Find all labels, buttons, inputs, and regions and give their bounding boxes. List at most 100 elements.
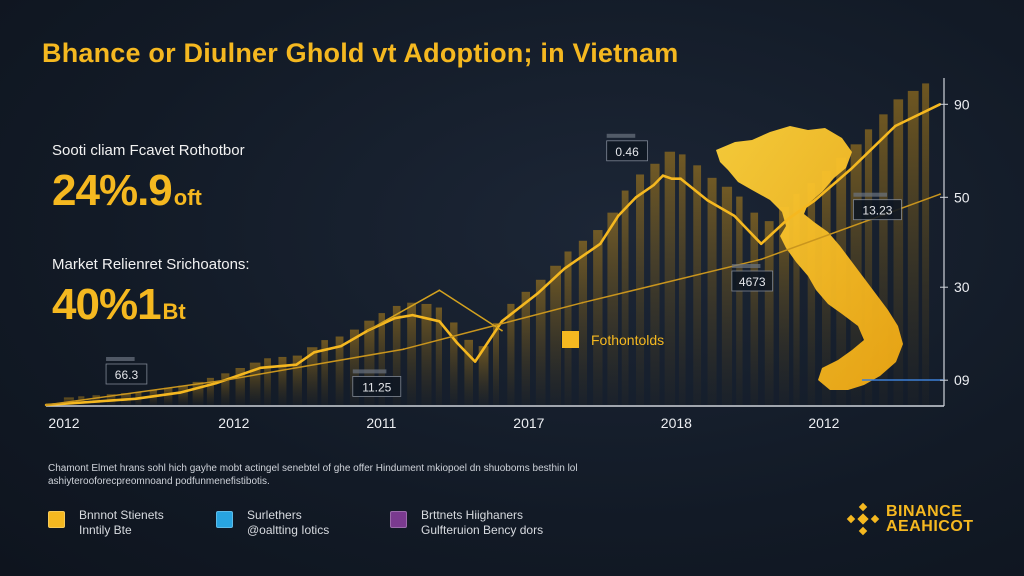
legend-item-2: Surlethers @oaltting Iotics [216, 508, 329, 538]
series-1-point [661, 174, 665, 177]
series-1-point [411, 313, 414, 317]
chart-title: Bhance or Diulner Ghold vt Adoption; in … [42, 38, 679, 68]
series-1-point [599, 242, 602, 245]
series-1-point [89, 400, 92, 404]
background-bar [407, 302, 416, 405]
x-tick-label-4: 2017 [513, 415, 544, 431]
series-line-3 [367, 289, 503, 332]
background-bar [707, 177, 717, 405]
background-bar [793, 193, 800, 405]
annotation-label-2: 13.23 [862, 204, 892, 218]
y-tick-label-1: 90 [954, 96, 970, 112]
legend-item-3-line1: Brttnets Hiighaners [421, 508, 524, 522]
annotation-tag-4 [106, 357, 135, 361]
stat-value-1-number: 24%.9 [52, 166, 173, 215]
series-1-point [634, 196, 638, 199]
background-bar [307, 347, 318, 405]
background-bar [392, 305, 401, 405]
annotation-box-2 [853, 199, 902, 221]
series-2-point [402, 348, 405, 351]
background-bar [450, 322, 458, 405]
background-bar [893, 99, 904, 405]
series-1-point [760, 242, 763, 245]
background-bar [378, 313, 385, 405]
x-tick-label-5: 2018 [661, 415, 692, 431]
series-1-point [500, 320, 504, 323]
series-1-point [813, 199, 817, 202]
background-bar [621, 190, 629, 405]
x-tick-label-1: 2012 [48, 415, 79, 431]
background-bar [593, 230, 603, 405]
background-bar [750, 212, 759, 405]
annotation-label-5: 11.25 [362, 380, 391, 394]
x-tick-label-3: 2011 [366, 415, 396, 431]
series-1-point [259, 366, 262, 369]
x-tick-label-2: 2012 [218, 415, 249, 431]
series-lines [44, 103, 942, 407]
series-1-point [456, 341, 459, 345]
brand-logo: BINANCE AEAHICOT [846, 502, 974, 536]
background-bar [807, 183, 816, 405]
stat-value-1: 24%.9oft [52, 166, 202, 216]
background-bar [864, 129, 873, 405]
annotation-label-3: 4673 [739, 275, 766, 289]
annotation-tag-2 [853, 192, 888, 197]
background-bar [349, 329, 359, 405]
stat-label-2: Market Relienret Srichoatons: [52, 256, 250, 273]
background-bar [507, 303, 515, 405]
background-bar [278, 356, 287, 405]
background-bar [721, 186, 733, 405]
stat-value-2-number: 40%1 [52, 280, 162, 329]
series-1-point [178, 391, 182, 394]
annotation-box-5 [352, 375, 402, 397]
background-bar [206, 377, 214, 405]
background-bar [607, 212, 619, 405]
background-bar [693, 165, 702, 405]
series-2-point [581, 301, 584, 304]
background-bar [478, 346, 489, 405]
legend-item-3: Brttnets Hiighaners Gulfteruion Bency do… [390, 508, 543, 538]
background-bar [221, 373, 230, 405]
background-bar [779, 206, 790, 405]
inline-legend-swatch [562, 331, 579, 348]
background-bar [907, 90, 919, 406]
series-1-point [295, 363, 298, 366]
stat-value-2: 40%1Bt [52, 280, 186, 330]
vietnam-map [716, 126, 903, 390]
background-bar [92, 395, 100, 405]
y-tick-label-4: 09 [954, 372, 970, 388]
background-bar [922, 83, 930, 406]
y-tick-label-3: 30 [954, 279, 970, 295]
background-bar [636, 174, 645, 405]
series-3-point [501, 329, 503, 332]
series-1-point [134, 397, 137, 400]
annotation-label-1: 0.46 [615, 145, 639, 159]
annotation-tag-5 [352, 369, 387, 374]
background-bar [364, 320, 375, 405]
legend-item-2-line2: @oaltting Iotics [247, 523, 330, 537]
legend-swatch-1 [48, 511, 65, 528]
background-bar [493, 322, 499, 405]
series-1-point [339, 344, 343, 348]
background-bars [63, 83, 930, 406]
series-1-point [849, 168, 852, 171]
annotation-tag-1 [606, 133, 636, 138]
background-bar [564, 251, 572, 405]
background-bar [578, 240, 588, 405]
series-3-point [438, 289, 441, 292]
legend-item-3-line2: Gulfteruion Bency dors [421, 523, 544, 537]
background-bar [178, 385, 188, 405]
series-2-point [760, 258, 763, 261]
series-1-point [786, 217, 790, 221]
stat-label-1: Sooti cliam Fcavet Rothotbor [52, 142, 245, 159]
background-bar [550, 265, 562, 405]
series-1-point [563, 267, 566, 270]
series-1-point [679, 177, 682, 180]
background-bar [192, 381, 204, 405]
background-bar [764, 221, 774, 405]
background-bar [678, 154, 686, 405]
inline-legend: Fothontolds [562, 331, 664, 348]
background-bar [879, 114, 888, 406]
annotations: 0.46 13.23 4673 66.3 11.25 [105, 133, 902, 397]
